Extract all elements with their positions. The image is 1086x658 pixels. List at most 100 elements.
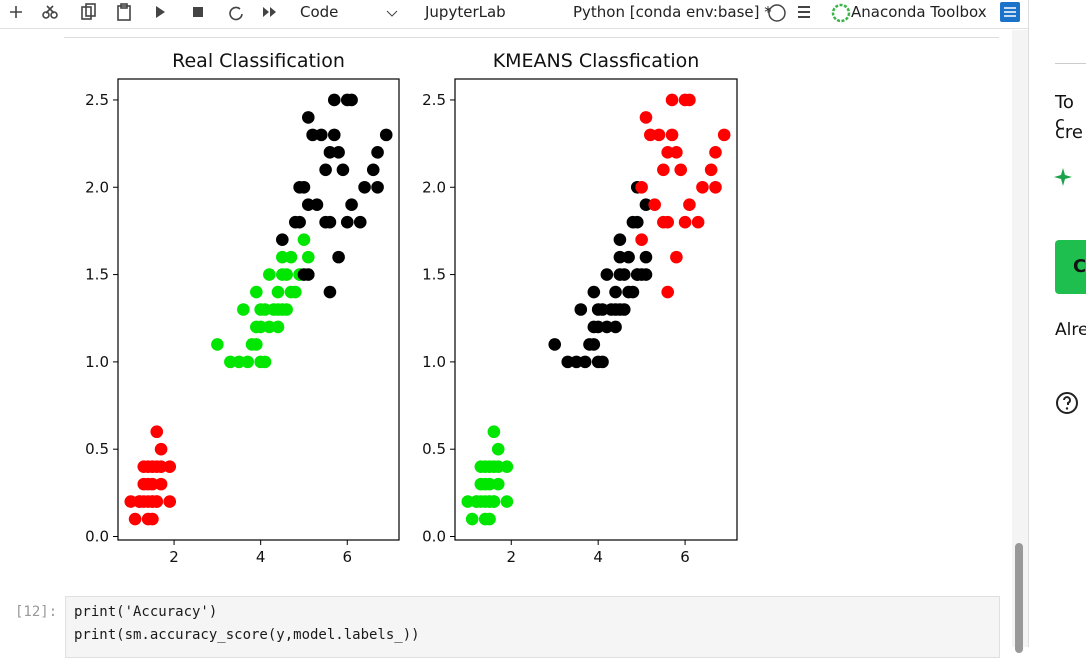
point xyxy=(276,233,289,246)
point xyxy=(648,198,661,212)
point xyxy=(709,146,722,159)
point xyxy=(478,460,492,473)
point xyxy=(487,460,501,473)
y-tick-label: 2.5 xyxy=(422,91,446,109)
point xyxy=(548,338,562,351)
x-tick-label: 4 xyxy=(256,548,266,566)
side-panel: To c cre C Alre xyxy=(1028,0,1086,647)
point xyxy=(340,215,354,229)
point xyxy=(578,355,592,369)
panel-button[interactable]: C xyxy=(1055,240,1086,294)
point xyxy=(353,215,367,229)
point xyxy=(163,495,177,508)
point xyxy=(491,477,505,491)
point xyxy=(622,250,635,264)
help-icon[interactable] xyxy=(1055,391,1081,417)
point xyxy=(644,128,657,142)
point xyxy=(271,303,285,316)
point xyxy=(596,303,609,316)
jupyterlab-link[interactable]: JupyterLab xyxy=(425,3,506,21)
point xyxy=(284,250,298,264)
point xyxy=(609,285,622,299)
point xyxy=(500,460,514,473)
y-tick-label: 1.5 xyxy=(85,266,109,284)
axes-frame xyxy=(454,78,738,541)
point xyxy=(635,180,648,194)
point xyxy=(639,111,653,124)
point xyxy=(613,233,627,246)
y-tick-label: 2.0 xyxy=(85,178,109,196)
point xyxy=(683,198,696,212)
point xyxy=(596,355,609,369)
kernel-status xyxy=(768,4,810,22)
point xyxy=(465,512,479,526)
point xyxy=(271,320,285,334)
y-tick-label: 2.0 xyxy=(422,178,446,196)
point xyxy=(332,250,345,264)
kernel-name[interactable]: Python [conda env:base] * xyxy=(573,3,772,21)
point xyxy=(301,111,315,124)
code-cell[interactable]: print('Accuracy') print(sm.accuracy_scor… xyxy=(65,596,1000,658)
point xyxy=(245,338,259,351)
scroll-thumb[interactable] xyxy=(1015,543,1023,653)
point xyxy=(137,477,151,491)
point xyxy=(478,512,492,526)
point xyxy=(263,268,276,281)
point xyxy=(639,250,653,264)
point xyxy=(319,215,332,229)
toolbar-icons[interactable] xyxy=(0,0,290,28)
point xyxy=(371,180,384,194)
point xyxy=(124,495,138,508)
point xyxy=(301,198,315,212)
settings-icon[interactable] xyxy=(1000,2,1020,22)
point xyxy=(371,146,384,159)
x-tick-label: 4 xyxy=(593,548,603,566)
y-tick-label: 0.5 xyxy=(85,440,109,458)
point xyxy=(670,250,683,264)
point xyxy=(665,128,679,142)
cell-type[interactable]: Code xyxy=(300,3,339,21)
point xyxy=(280,268,293,281)
code-line: print(sm.accuracy_score(y,model.labels_)… xyxy=(74,627,420,643)
panel-footer: Alre xyxy=(1055,320,1086,340)
point xyxy=(652,128,666,142)
x-tick-label: 6 xyxy=(342,548,352,566)
point xyxy=(345,198,358,212)
toolbox-link[interactable]: Anaconda Toolbox xyxy=(851,3,987,21)
point xyxy=(280,303,293,316)
point xyxy=(639,198,653,212)
point xyxy=(474,477,488,491)
point xyxy=(487,425,501,439)
sparkle-icon xyxy=(1054,168,1072,186)
point xyxy=(150,425,164,439)
point xyxy=(635,233,648,246)
point xyxy=(263,320,276,334)
point xyxy=(289,285,302,299)
point xyxy=(154,442,168,456)
point xyxy=(154,477,168,491)
point xyxy=(639,268,653,281)
x-tick-label: 6 xyxy=(680,548,690,566)
point xyxy=(674,163,688,177)
point xyxy=(146,495,159,508)
axes-frame xyxy=(117,78,400,541)
point xyxy=(709,180,722,194)
chart-title: KMEANS Classfication xyxy=(493,50,700,72)
point xyxy=(626,285,640,299)
point xyxy=(323,285,337,299)
point xyxy=(327,93,341,107)
point xyxy=(327,128,341,142)
panel-text: cre xyxy=(1055,122,1083,143)
point xyxy=(379,128,393,142)
y-tick-label: 0.5 xyxy=(422,440,446,458)
point xyxy=(258,303,272,316)
point xyxy=(587,285,601,299)
point xyxy=(600,268,614,281)
point xyxy=(133,495,146,508)
point xyxy=(163,460,177,473)
chart-title: Real Classification xyxy=(172,50,345,72)
point xyxy=(323,146,337,159)
point xyxy=(678,215,692,229)
point xyxy=(319,163,332,177)
point xyxy=(591,320,605,334)
